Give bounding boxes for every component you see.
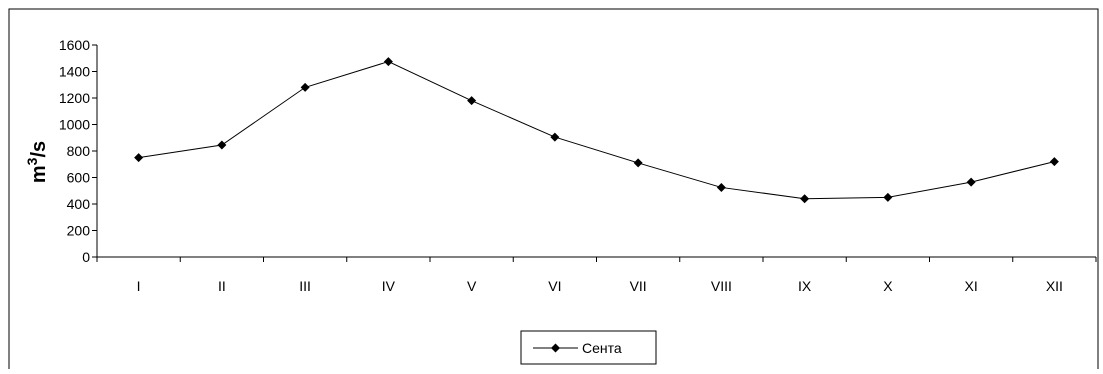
y-tick-label: 1200 <box>59 90 90 106</box>
y-tick-label: 1000 <box>59 117 90 133</box>
legend: Сента <box>520 330 657 365</box>
y-axis-title: m3/s <box>24 141 50 183</box>
x-tick-label: X <box>883 278 893 294</box>
x-tick-label: III <box>299 278 311 294</box>
x-tick-label: IX <box>798 278 812 294</box>
data-point-marker <box>217 140 227 150</box>
y-tick-label: 400 <box>67 196 91 212</box>
x-tick-label: XII <box>1046 278 1063 294</box>
y-tick-label: 0 <box>82 249 90 265</box>
data-point-marker <box>300 82 310 92</box>
data-point-marker <box>883 192 893 202</box>
x-tick-label: VII <box>630 278 647 294</box>
legend-label: Сента <box>582 340 622 356</box>
data-point-marker <box>467 96 477 106</box>
y-tick-label: 1400 <box>59 64 90 80</box>
x-tick-label: IV <box>382 278 396 294</box>
x-tick-label: VI <box>548 278 561 294</box>
chart-frame <box>8 8 1099 369</box>
legend-marker-icon <box>551 343 560 353</box>
data-point-marker <box>1049 157 1059 167</box>
x-tick-label: XI <box>965 278 978 294</box>
data-point-marker <box>633 158 643 168</box>
y-tick-label: 1600 <box>59 37 90 53</box>
series-line <box>138 61 1055 200</box>
data-point-marker <box>800 194 810 204</box>
y-tick-label: 800 <box>67 143 91 159</box>
data-point-marker <box>383 57 393 67</box>
x-tick-label: I <box>137 278 141 294</box>
x-tick-label: II <box>218 278 226 294</box>
data-point-marker <box>550 132 560 142</box>
data-point-marker <box>134 153 144 163</box>
x-tick-label: VIII <box>711 278 732 294</box>
y-tick-label: 200 <box>67 223 91 239</box>
x-tick-label: V <box>467 278 477 294</box>
data-point-marker <box>716 182 726 192</box>
y-tick-label: 600 <box>67 170 91 186</box>
series-layer <box>134 57 1059 204</box>
data-point-marker <box>966 177 976 187</box>
